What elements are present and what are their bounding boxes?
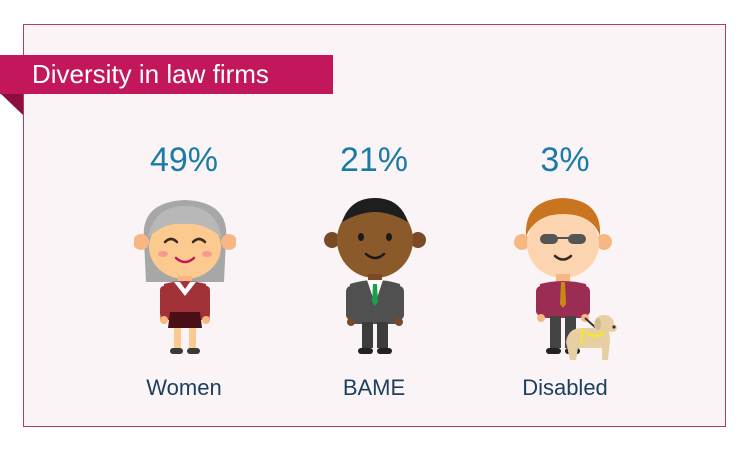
banner-fold bbox=[0, 93, 23, 115]
woman-icon bbox=[134, 200, 236, 354]
page-title: Diversity in law firms bbox=[0, 55, 333, 94]
bame-percent: 21% bbox=[339, 141, 409, 179]
disabled-label: Disabled bbox=[522, 375, 608, 400]
bame-man-icon bbox=[324, 198, 426, 354]
women-percent: 49% bbox=[149, 141, 219, 179]
disabled-percent: 3% bbox=[540, 141, 590, 179]
women-label: Women bbox=[146, 375, 222, 400]
bame-label: BAME bbox=[342, 375, 406, 400]
disabled-man-with-guide-dog-icon bbox=[514, 198, 617, 360]
